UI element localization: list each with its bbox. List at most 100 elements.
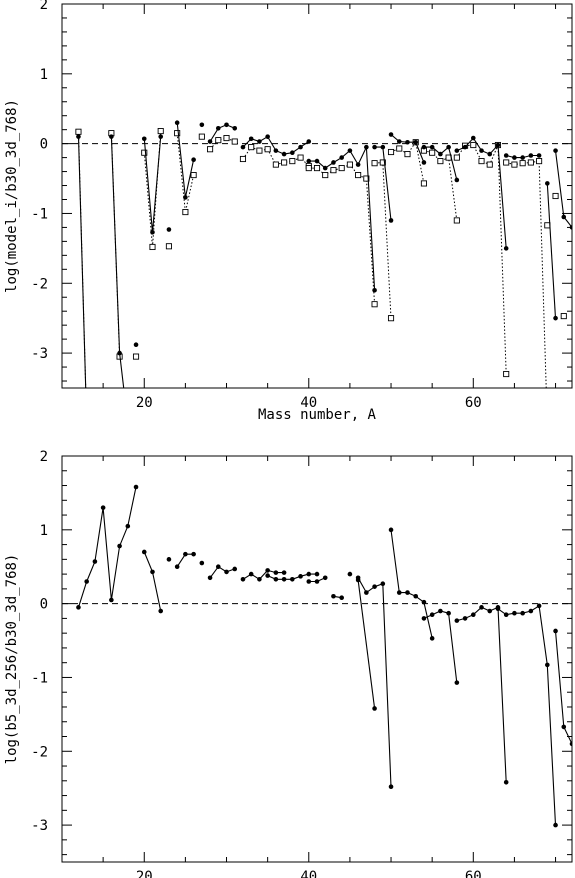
- data-point: [199, 560, 205, 566]
- data-point: [232, 566, 238, 572]
- data-point: [256, 147, 263, 154]
- data-point: [372, 144, 377, 150]
- y-axis-label: log(model_i/b30_3d_768): [4, 99, 20, 293]
- data-point: [339, 155, 344, 160]
- data-point: [339, 595, 344, 601]
- data-point: [257, 576, 262, 582]
- data-point: [429, 149, 436, 156]
- data-point: [191, 157, 196, 162]
- data-point: [487, 608, 493, 614]
- data-point: [486, 161, 493, 168]
- data-point: [158, 608, 164, 614]
- data-point: [92, 559, 98, 564]
- data-point: [314, 571, 320, 577]
- series-line: [390, 140, 425, 184]
- data-point: [454, 618, 460, 623]
- y-tick-label: 0: [40, 597, 48, 613]
- data-point: [215, 125, 221, 131]
- data-point: [421, 160, 427, 165]
- data-point: [355, 577, 361, 583]
- data-point: [396, 590, 402, 595]
- data-point: [298, 574, 303, 579]
- data-point: [166, 557, 172, 562]
- x-axis-label: Mass number, A: [258, 407, 377, 423]
- data-point: [297, 154, 304, 161]
- data-point: [388, 527, 394, 533]
- series-line: [506, 160, 547, 388]
- data-point: [372, 584, 377, 589]
- data-point: [437, 158, 444, 165]
- data-point: [207, 146, 214, 153]
- data-point: [281, 570, 287, 575]
- x-tick-label: 20: [136, 869, 153, 878]
- data-point: [413, 139, 419, 145]
- data-point: [420, 180, 427, 187]
- series-line: [77, 486, 137, 608]
- data-point: [109, 134, 114, 139]
- data-point: [117, 543, 122, 549]
- data-point: [346, 161, 353, 168]
- plot-frame: [61, 3, 573, 389]
- data-point: [405, 139, 410, 145]
- data-point: [453, 154, 460, 161]
- data-point: [503, 370, 510, 378]
- data-point: [231, 138, 238, 145]
- data-point: [290, 576, 295, 582]
- data-point: [141, 149, 148, 156]
- data-point: [306, 139, 312, 144]
- data-point: [174, 120, 180, 125]
- series-filled-circle: [76, 484, 572, 828]
- data-point: [364, 590, 369, 595]
- data-point: [109, 597, 114, 603]
- data-point: [272, 161, 279, 168]
- data-point: [265, 573, 270, 578]
- series-line: [374, 146, 392, 221]
- data-point: [330, 167, 337, 174]
- data-point: [553, 628, 558, 634]
- data-point: [405, 590, 410, 595]
- data-point: [232, 125, 238, 131]
- data-point: [182, 209, 189, 216]
- data-point: [372, 287, 377, 293]
- data-point: [527, 159, 534, 166]
- data-point: [462, 616, 468, 621]
- data-point: [454, 148, 460, 153]
- series-filled-circle: [76, 120, 572, 388]
- data-point: [322, 172, 329, 179]
- data-point: [438, 608, 443, 614]
- data-point: [503, 153, 509, 158]
- data-point: [76, 605, 81, 610]
- series-line: [209, 137, 235, 150]
- y-tick-label: -1: [31, 670, 48, 686]
- x-tick-label: 40: [300, 869, 317, 878]
- data-point: [190, 172, 197, 179]
- data-point: [495, 606, 501, 612]
- data-point: [166, 227, 172, 232]
- data-point: [157, 128, 164, 135]
- data-point: [388, 218, 394, 223]
- data-point: [75, 128, 82, 135]
- data-point: [281, 151, 287, 157]
- x-tick-label: 60: [465, 869, 482, 878]
- data-point: [290, 150, 295, 156]
- data-point: [380, 144, 386, 150]
- data-point: [273, 576, 279, 582]
- data-point: [487, 151, 493, 157]
- series-line: [497, 604, 557, 826]
- series-line: [390, 529, 433, 639]
- plot-area: [75, 120, 572, 388]
- data-point: [240, 576, 246, 582]
- data-point: [141, 136, 147, 142]
- data-point: [133, 342, 139, 348]
- y-tick-label: -2: [31, 276, 48, 292]
- y-tick-label: 2: [40, 449, 48, 465]
- data-point: [158, 134, 164, 139]
- data-point: [371, 301, 378, 308]
- data-point: [174, 564, 180, 570]
- data-point: [520, 610, 525, 616]
- data-point: [355, 162, 361, 167]
- series-line: [308, 163, 376, 305]
- data-point: [273, 570, 279, 575]
- y-tick-label: -3: [31, 346, 48, 362]
- data-point: [387, 148, 395, 156]
